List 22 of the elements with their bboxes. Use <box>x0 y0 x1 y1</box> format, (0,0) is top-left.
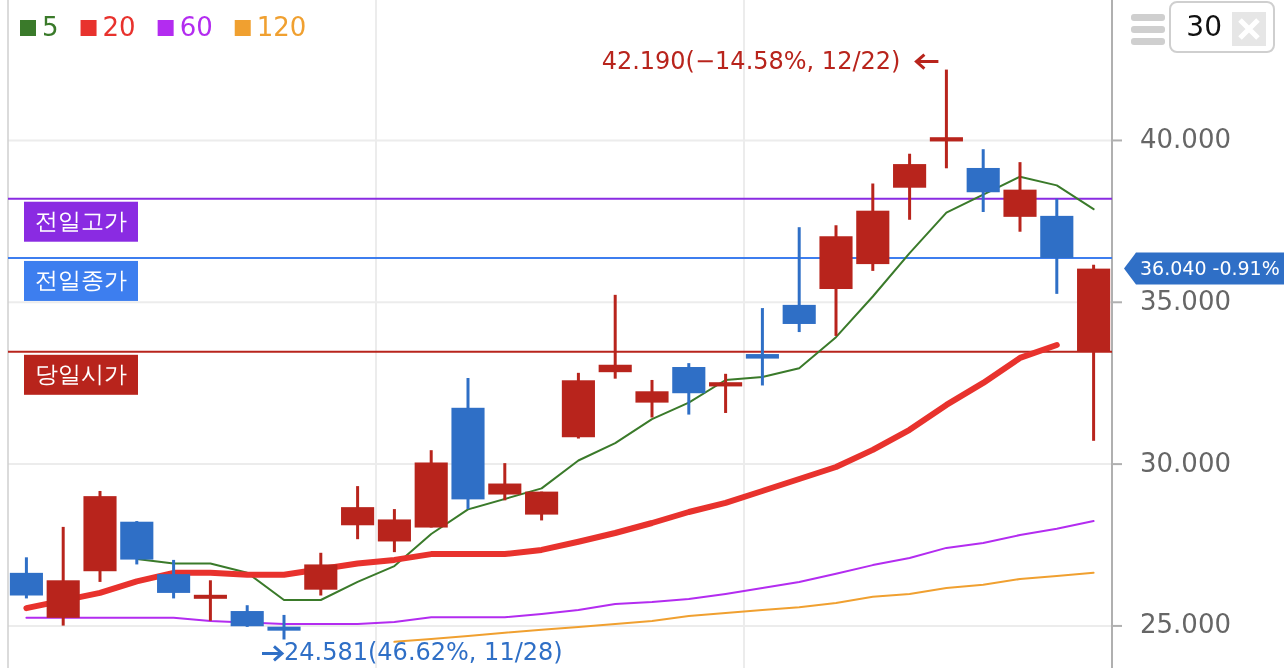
candlestick <box>267 613 301 640</box>
ref-line-label: 전일고가 <box>35 208 127 235</box>
candlestick <box>929 69 963 169</box>
text: 30 <box>1186 10 1222 43</box>
annotation: 42.190(−14.58%, 12/22) <box>601 46 901 75</box>
text: 36.040 -0.91% <box>1140 257 1280 280</box>
ref-line-label: 당일시가 <box>35 361 127 388</box>
candlestick <box>745 308 779 386</box>
y-tick-label: 40.000 <box>1140 123 1231 154</box>
annotation: 24.581(46.62%, 11/28) <box>284 638 563 667</box>
candlestick <box>709 372 743 413</box>
y-tick-label: 25.000 <box>1140 609 1231 640</box>
legend-label: 120 <box>256 11 307 42</box>
legend-label: 20 <box>102 11 136 42</box>
y-tick-label: 35.000 <box>1140 285 1231 316</box>
y-tick-label: 30.000 <box>1140 447 1231 478</box>
ref-line-label: 전일종가 <box>35 267 127 294</box>
line-series <box>25 520 1095 625</box>
legend-label: 60 <box>179 11 213 42</box>
legend-label: 5 <box>42 11 59 42</box>
line-series <box>393 571 1095 643</box>
candlestick <box>193 580 227 621</box>
